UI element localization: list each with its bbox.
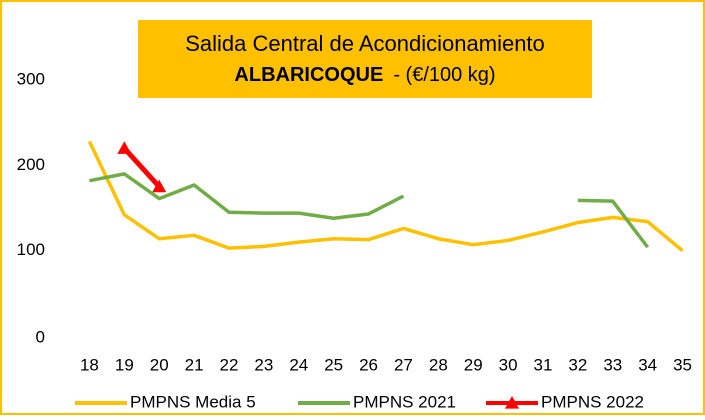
y-tick-label: 200: [17, 155, 45, 174]
unit: - (€/100 kg): [393, 64, 495, 86]
legend-marker: [505, 396, 519, 409]
x-tick-label: 23: [254, 355, 273, 374]
x-tick-label: 22: [220, 355, 239, 374]
x-tick-label: 28: [429, 355, 448, 374]
y-tick-label: 100: [17, 240, 45, 259]
x-tick-label: 31: [534, 355, 553, 374]
series-marker: [152, 179, 167, 193]
legend-label: PMPNS 2021: [353, 392, 456, 411]
x-tick-label: 30: [499, 355, 518, 374]
x-tick-label: 21: [185, 355, 204, 374]
chart-subtitle: ALBARICOQUE - (€/100 kg): [234, 64, 495, 86]
title-box: [138, 20, 592, 98]
x-tick-label: 24: [289, 355, 308, 374]
x-tick-label: 18: [80, 355, 99, 374]
x-tick-label: 26: [359, 355, 378, 374]
series-line: [122, 146, 162, 189]
x-tick-label: 19: [115, 355, 134, 374]
chart-title: Salida Central de Acondicionamiento: [185, 31, 545, 56]
y-tick-label: 0: [36, 327, 45, 346]
x-tick-label: 33: [603, 355, 622, 374]
x-tick-label: 35: [673, 355, 692, 374]
x-tick-label: 25: [324, 355, 343, 374]
series-marker: [117, 141, 132, 154]
x-tick-label: 34: [638, 355, 657, 374]
x-tick-label: 32: [568, 355, 587, 374]
x-tick-label: 29: [464, 355, 483, 374]
series-line: [89, 172, 405, 220]
subtitle-bold: ALBARICOQUE: [234, 64, 383, 86]
series-line: [87, 140, 684, 253]
legend-label: PMPNS 2022: [541, 392, 644, 411]
y-tick-label: 300: [17, 69, 45, 88]
x-tick-label: 27: [394, 355, 413, 374]
x-tick-label: 20: [150, 355, 169, 374]
legend-label: PMPNS Media 5: [130, 392, 256, 411]
series-line: [577, 198, 650, 249]
